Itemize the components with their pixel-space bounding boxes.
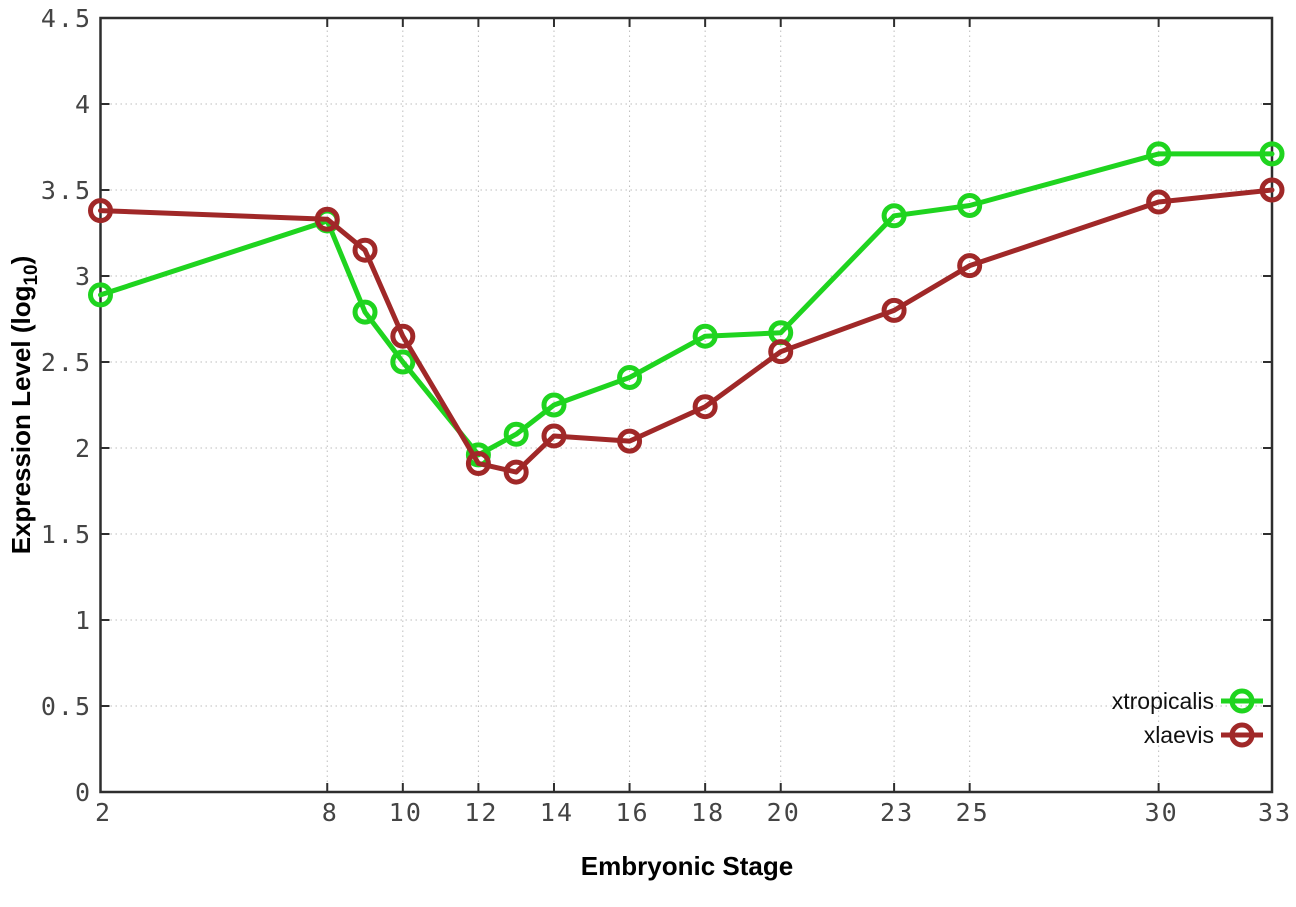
- series-xlaevis-point-30: [1146, 189, 1172, 215]
- grid-layer: [100, 17, 1273, 792]
- y-tick-label-2.5: 2.5: [41, 348, 92, 377]
- series-xtropicalis-point-2: [88, 282, 113, 308]
- y-tick-label-0.5: 0.5: [41, 692, 92, 721]
- legend-label-xlaevis: xlaevis: [1144, 722, 1214, 748]
- plot-border: [99, 16, 1274, 794]
- y-tick-label-1.5: 1.5: [41, 520, 92, 549]
- y-axis-title-prefix: Expression Level (log: [6, 286, 36, 555]
- y-tick-label-4.5: 4.5: [41, 4, 92, 33]
- series-xlaevis-point-23: [881, 297, 907, 323]
- x-tick-label-18: 18: [691, 798, 725, 827]
- x-tick-label-16: 16: [616, 798, 650, 827]
- x-tick-label-10: 10: [389, 798, 423, 827]
- ticklabel-layer: 2 8 10 12 14 16 18 20 23 25 30 33 0 0.5 1 1.5 2 2.5 3 3.5 4 4…: [41, 4, 1292, 827]
- x-axis-title: Embryonic Stage: [581, 851, 793, 881]
- y-tick-label-3.5: 3.5: [41, 176, 92, 205]
- series-xtropicalis-point-14: [541, 392, 567, 418]
- series-xtropicalis-point-30: [1146, 141, 1172, 167]
- series-xtropicalis-point-16: [617, 364, 643, 390]
- series-xtropicalis-point-33: [1259, 141, 1285, 167]
- y-axis-title-suffix: ): [6, 256, 36, 265]
- series-xlaevis-point-18: [692, 394, 718, 420]
- x-tick-label-12: 12: [464, 798, 498, 827]
- legend-marker-xlaevis: [1229, 722, 1255, 748]
- series-xlaevis-point-33: [1259, 177, 1285, 203]
- x-tick-label-8: 8: [322, 798, 339, 827]
- x-tick-label-25: 25: [956, 798, 990, 827]
- series-xlaevis-point-2: [88, 198, 113, 224]
- border-layer: [99, 16, 1274, 794]
- y-tick-label-4: 4: [75, 90, 92, 119]
- series-xtropicalis-point-9: [352, 299, 378, 325]
- series-xlaevis-point-10: [390, 323, 416, 349]
- series-xtropicalis-point-18: [692, 323, 718, 349]
- legend-marker-xtropicalis: [1229, 688, 1255, 714]
- series-xtropicalis-point-13: [503, 421, 529, 447]
- y-axis-title-subscript: 10: [21, 264, 42, 285]
- series-xtropicalis-line: [98, 151, 1275, 458]
- x-tick-label-23: 23: [880, 798, 914, 827]
- series-layer: [88, 141, 1285, 485]
- series-xtropicalis-point-10: [390, 349, 416, 375]
- y-tick-label-0: 0: [75, 778, 92, 807]
- series-xtropicalis-point-23: [881, 203, 907, 229]
- legend: xtropicalis xlaevis: [1112, 688, 1263, 748]
- x-tick-label-30: 30: [1145, 798, 1179, 827]
- y-tick-label-3: 3: [75, 262, 92, 291]
- legend-label-xtropicalis: xtropicalis: [1112, 688, 1214, 714]
- series-xtropicalis-point-25: [957, 192, 983, 218]
- series-xlaevis-point-12: [465, 450, 491, 476]
- x-tick-label-2: 2: [95, 798, 112, 827]
- series-xlaevis-point-8: [314, 206, 340, 232]
- series-xlaevis-point-25: [957, 253, 983, 279]
- y-axis-title: Expression Level (log10): [6, 256, 42, 555]
- series-xlaevis-point-16: [617, 428, 643, 454]
- x-tick-label-33: 33: [1258, 798, 1292, 827]
- series-xlaevis-line: [98, 187, 1275, 475]
- x-tick-label-20: 20: [767, 798, 801, 827]
- x-tick-label-14: 14: [540, 798, 574, 827]
- series-xlaevis-point-14: [541, 423, 567, 449]
- series-xlaevis-point-13: [503, 459, 529, 485]
- series-xlaevis-point-20: [768, 339, 794, 365]
- y-tick-label-1: 1: [75, 606, 92, 635]
- y-tick-label-2: 2: [75, 434, 92, 463]
- series-xlaevis-point-9: [352, 237, 378, 263]
